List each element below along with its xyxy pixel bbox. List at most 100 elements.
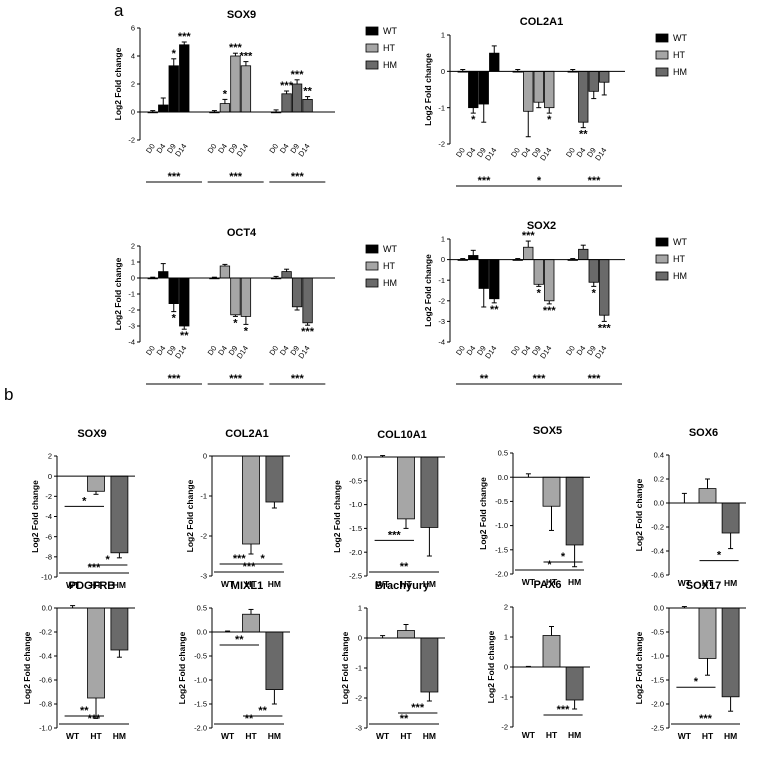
panel-b-letter: b [4, 385, 13, 404]
legend-label-ht: HT [673, 50, 685, 60]
y-tick-label: 0 [441, 255, 445, 264]
legend-swatch-hm [655, 67, 669, 77]
chart-title: SOX9 [77, 428, 106, 440]
y-axis-label: Log2 Fold change [340, 631, 350, 704]
y-tick-label: -2.0 [194, 724, 207, 733]
y-tick-label: 0.0 [42, 604, 52, 613]
y-tick-label: -2.0 [651, 700, 664, 709]
y-tick-label: -0.6 [39, 676, 52, 685]
bar-hm [420, 456, 439, 528]
bar-ht [542, 635, 561, 668]
y-tick-label: 0 [131, 108, 135, 117]
significance-label: *** [243, 561, 257, 573]
y-axis-label: Log2 Fold change [634, 478, 644, 551]
bar-hm [265, 631, 284, 690]
legend-label-hm: HM [673, 271, 687, 281]
significance-label: ** [80, 705, 89, 717]
y-tick-label: -1.0 [194, 676, 207, 685]
y-tick-label: 0 [203, 452, 207, 461]
y-tick-label: 0.0 [654, 604, 664, 613]
chart-b-mixl1: MIXL1 -2.0 -1.5 -1.0 -0.5 0.0 0.5 Log2 Fold cha… [177, 580, 290, 741]
chart-title: SOX6 [689, 427, 718, 439]
group-significance: *** [229, 373, 243, 385]
legend-label-ht: HT [383, 261, 395, 271]
chart-title: OCT4 [227, 227, 257, 239]
y-tick-label: -2 [438, 140, 445, 149]
chart-b-col10a1: COL10A1 -2.5 -2.0 -1.5 -1.0 -0.5 0.0 Log2 Fold … [332, 429, 445, 589]
significance-star: *** [543, 305, 557, 317]
y-tick-label: -1.5 [194, 700, 207, 709]
bar-ht [242, 613, 260, 633]
significance-label: *** [88, 562, 102, 574]
significance-star: *** [301, 326, 315, 338]
y-tick-label: -1.5 [651, 676, 664, 685]
chart-title: SOX5 [533, 425, 562, 437]
category-label: HM [268, 731, 281, 741]
chart-title: COL10A1 [377, 429, 427, 441]
legend-swatch-hm [365, 60, 379, 70]
y-tick-label: 0 [48, 472, 52, 481]
y-tick-label: -10 [41, 573, 52, 582]
y-tick-label: -2.5 [651, 724, 664, 733]
significance-label: *** [557, 704, 571, 716]
y-axis-label: Log2 Fold change [22, 631, 32, 704]
bar-hm-d4 [578, 248, 589, 261]
bar-hm-d9 [291, 83, 303, 113]
chart-b-sox9: SOX9 -10 -8 -6 -4 -2 0 2 Log2 Fold change WT HT HM *… [30, 428, 135, 590]
chart-title: MIXL1 [231, 580, 263, 592]
significance-star: *** [239, 51, 253, 63]
y-tick-label: -0.5 [194, 652, 207, 661]
category-label: HM [423, 731, 436, 741]
bar-ht-d14 [544, 259, 555, 302]
y-tick-label: 2 [504, 603, 508, 612]
y-tick-label: -1 [200, 492, 207, 501]
significance-label: * [694, 676, 699, 688]
legend-label-wt: WT [673, 33, 687, 43]
y-tick-label: -1 [438, 103, 445, 112]
bar-hm [565, 666, 584, 701]
bar-wt-d14 [489, 52, 500, 72]
y-tick-label: -2.0 [495, 570, 508, 579]
significance-star: *** [291, 69, 305, 81]
chart-b-pax6: PAX6 -2 -1 0 1 2 Log2 Fold change WT HT HM *** [486, 579, 590, 740]
timepoint-label: D14 [483, 146, 498, 162]
bar-hm-d14 [302, 277, 313, 324]
bar-ht [397, 456, 415, 520]
legend-label-wt: WT [673, 237, 687, 247]
category-label: WT [522, 730, 536, 740]
bar-hm-d4 [281, 271, 292, 279]
group-significance: * [537, 175, 542, 187]
y-axis-label: Log2 Fold change [423, 254, 433, 327]
y-tick-label: -8 [45, 552, 52, 561]
category-label: HT [400, 731, 412, 741]
category-label: HM [268, 579, 281, 589]
legend-swatch-ht [365, 261, 379, 271]
legend-label-hm: HM [383, 278, 397, 288]
y-tick-label: 0.2 [654, 475, 664, 484]
legend-swatch-wt [365, 26, 379, 36]
significance-label: * [82, 495, 87, 507]
category-label: WT [678, 731, 692, 741]
timepoint-label: D14 [483, 344, 498, 360]
group-significance: *** [588, 373, 602, 385]
significance-star: ** [303, 86, 312, 98]
bar-ht [242, 455, 260, 545]
chart-title: SOX17 [686, 580, 721, 592]
y-tick-label: -1.0 [39, 724, 52, 733]
y-tick-label: -4 [45, 512, 52, 521]
significance-star: ** [490, 304, 499, 316]
y-tick-label: -2 [128, 136, 135, 145]
y-tick-label: -1.0 [349, 500, 362, 509]
significance-label: *** [699, 713, 713, 725]
y-tick-label: -1 [355, 664, 362, 673]
bar-ht [397, 630, 415, 639]
bar-wt-d4 [158, 104, 169, 113]
significance-star: * [547, 114, 552, 126]
timepoint-label: D14 [296, 344, 311, 360]
significance-label: ** [400, 713, 409, 725]
bar-ht [698, 488, 717, 504]
y-axis-label: Log2 Fold change [30, 480, 40, 553]
category-label: HT [245, 731, 257, 741]
significance-star: * [537, 287, 542, 299]
